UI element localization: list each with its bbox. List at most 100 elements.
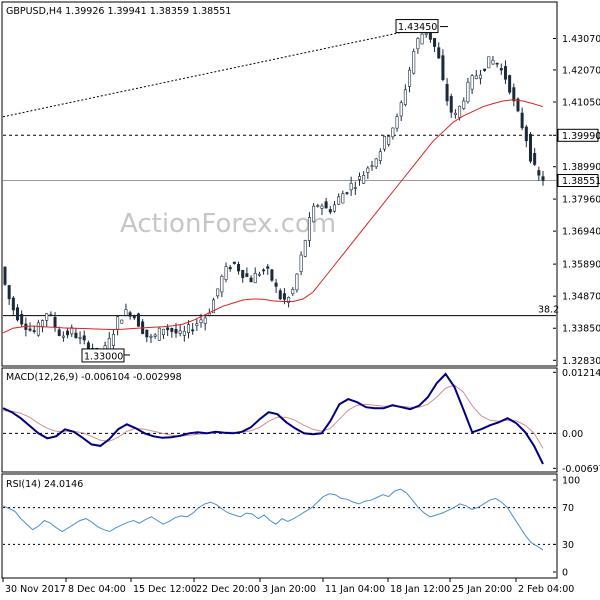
- candle-body: [466, 81, 470, 103]
- candle-body: [508, 75, 512, 93]
- candle-body: [245, 273, 249, 277]
- candle-body: [57, 329, 61, 336]
- candle-body: [32, 330, 36, 332]
- candle-body: [541, 176, 545, 181]
- candle-body: [383, 135, 387, 150]
- candle-body: [491, 59, 495, 65]
- candle-body: [320, 205, 324, 209]
- candle-body: [20, 314, 24, 325]
- candle-body: [237, 264, 241, 272]
- candle-body: [362, 175, 366, 184]
- candle-body: [224, 266, 228, 280]
- candle-body: [82, 335, 86, 341]
- candle-body: [324, 201, 328, 209]
- macd-y-tick-label: -0.006973: [562, 464, 600, 475]
- candle-body: [374, 158, 378, 168]
- candle-body: [278, 290, 282, 300]
- high-annotation: 1.43450: [398, 22, 437, 33]
- candle-body: [228, 267, 232, 270]
- candle-body: [537, 170, 541, 176]
- candle-body: [61, 335, 65, 338]
- candle-body: [257, 273, 261, 276]
- candle-body: [241, 269, 245, 278]
- candle-body: [282, 293, 286, 300]
- price-y-tick-label: 1.34870: [562, 292, 600, 303]
- candle-body: [136, 313, 140, 327]
- candle-body: [424, 33, 428, 35]
- candle-body: [312, 205, 316, 223]
- candle-body: [453, 112, 457, 115]
- sma-slow-line: [2, 25, 431, 118]
- price-y-tick-label: 1.33850: [562, 324, 600, 335]
- candle-body: [274, 282, 278, 287]
- candle-body: [116, 316, 120, 330]
- candle-body: [512, 87, 516, 102]
- candle-body: [487, 56, 491, 69]
- price-y-tick-label: 1.32830: [562, 356, 600, 367]
- candle-body: [262, 269, 266, 272]
- candle-body: [66, 330, 70, 336]
- candle-body: [270, 269, 274, 281]
- candle-body: [399, 102, 403, 117]
- x-tick-label: 30 Nov 2017: [5, 584, 66, 595]
- candle-body: [499, 68, 503, 71]
- candle-body: [345, 192, 349, 194]
- candle-body: [3, 266, 7, 285]
- candle-body: [120, 319, 124, 324]
- candle-body: [220, 275, 224, 293]
- macd-panel-frame: [1, 367, 558, 473]
- candle-body: [53, 317, 57, 328]
- macd-y-tick-label: 0.00: [562, 429, 583, 440]
- candle-body: [291, 289, 295, 295]
- candle-body: [316, 205, 320, 207]
- candle-body: [170, 328, 174, 332]
- candle-body: [303, 240, 307, 257]
- candle-body: [212, 299, 216, 314]
- candle-body: [111, 334, 115, 346]
- x-tick-label: 11 Jan 04:00: [325, 584, 385, 595]
- candle-body: [357, 176, 361, 180]
- low-annotation-box: [81, 348, 125, 363]
- candle-body: [132, 315, 136, 319]
- candle-body: [182, 330, 186, 336]
- x-tick-label: 15 Dec 12:00: [133, 584, 197, 595]
- candle-body: [528, 133, 532, 162]
- price-y-tick-label: 1.38990: [562, 162, 600, 173]
- candle-body: [232, 261, 236, 264]
- candle-body: [253, 273, 257, 284]
- rsi-layer: 100 70 30 0: [2, 476, 580, 579]
- candle-body: [495, 62, 499, 65]
- candle-body: [149, 335, 153, 338]
- candle-body: [441, 55, 445, 81]
- high-annotation-box: [395, 19, 439, 34]
- level-label: 1.39990: [562, 131, 600, 142]
- price-panel-frame: [1, 1, 558, 367]
- axis-layer: 30 Nov 2017 8 Dec 04:00 15 Dec 12:00 22 Dec…: [2, 578, 574, 595]
- candle-body: [266, 266, 270, 269]
- price-y-tick-label: 1.41050: [562, 97, 600, 108]
- candle-body: [328, 209, 332, 213]
- price-y-tick-label: 1.36940: [562, 227, 600, 238]
- x-tick-label: 2 Feb 04:00: [518, 584, 574, 595]
- x-tick-label: 25 Jan 20:00: [452, 584, 512, 595]
- candle-body: [387, 136, 391, 145]
- price-layer: 1.43070 1.42070 1.41050 1.39990 1.38990 1.379…: [2, 19, 600, 367]
- candle-body: [191, 329, 195, 332]
- candle-body: [370, 165, 374, 167]
- candle-body: [524, 126, 528, 142]
- candle-body: [437, 47, 441, 59]
- candle-body: [249, 277, 253, 283]
- candle-body: [395, 116, 399, 129]
- rsi-y-tick-label: 30: [562, 540, 574, 551]
- candle-body: [157, 327, 161, 341]
- x-tick-label: 18 Jan 12:00: [390, 584, 450, 595]
- macd-y-tick-label: 0.012144: [562, 368, 600, 379]
- current-price-box: [557, 174, 599, 188]
- x-tick-label: 8 Dec 04:00: [68, 584, 126, 595]
- macd-title: MACD(12,26,9) -0.006104 -0.002998: [6, 372, 182, 383]
- candle-body: [483, 68, 487, 71]
- macd-layer: 0.012144 0.00 -0.006973: [2, 368, 600, 475]
- candle-body: [366, 167, 370, 173]
- candle-body: [216, 288, 220, 297]
